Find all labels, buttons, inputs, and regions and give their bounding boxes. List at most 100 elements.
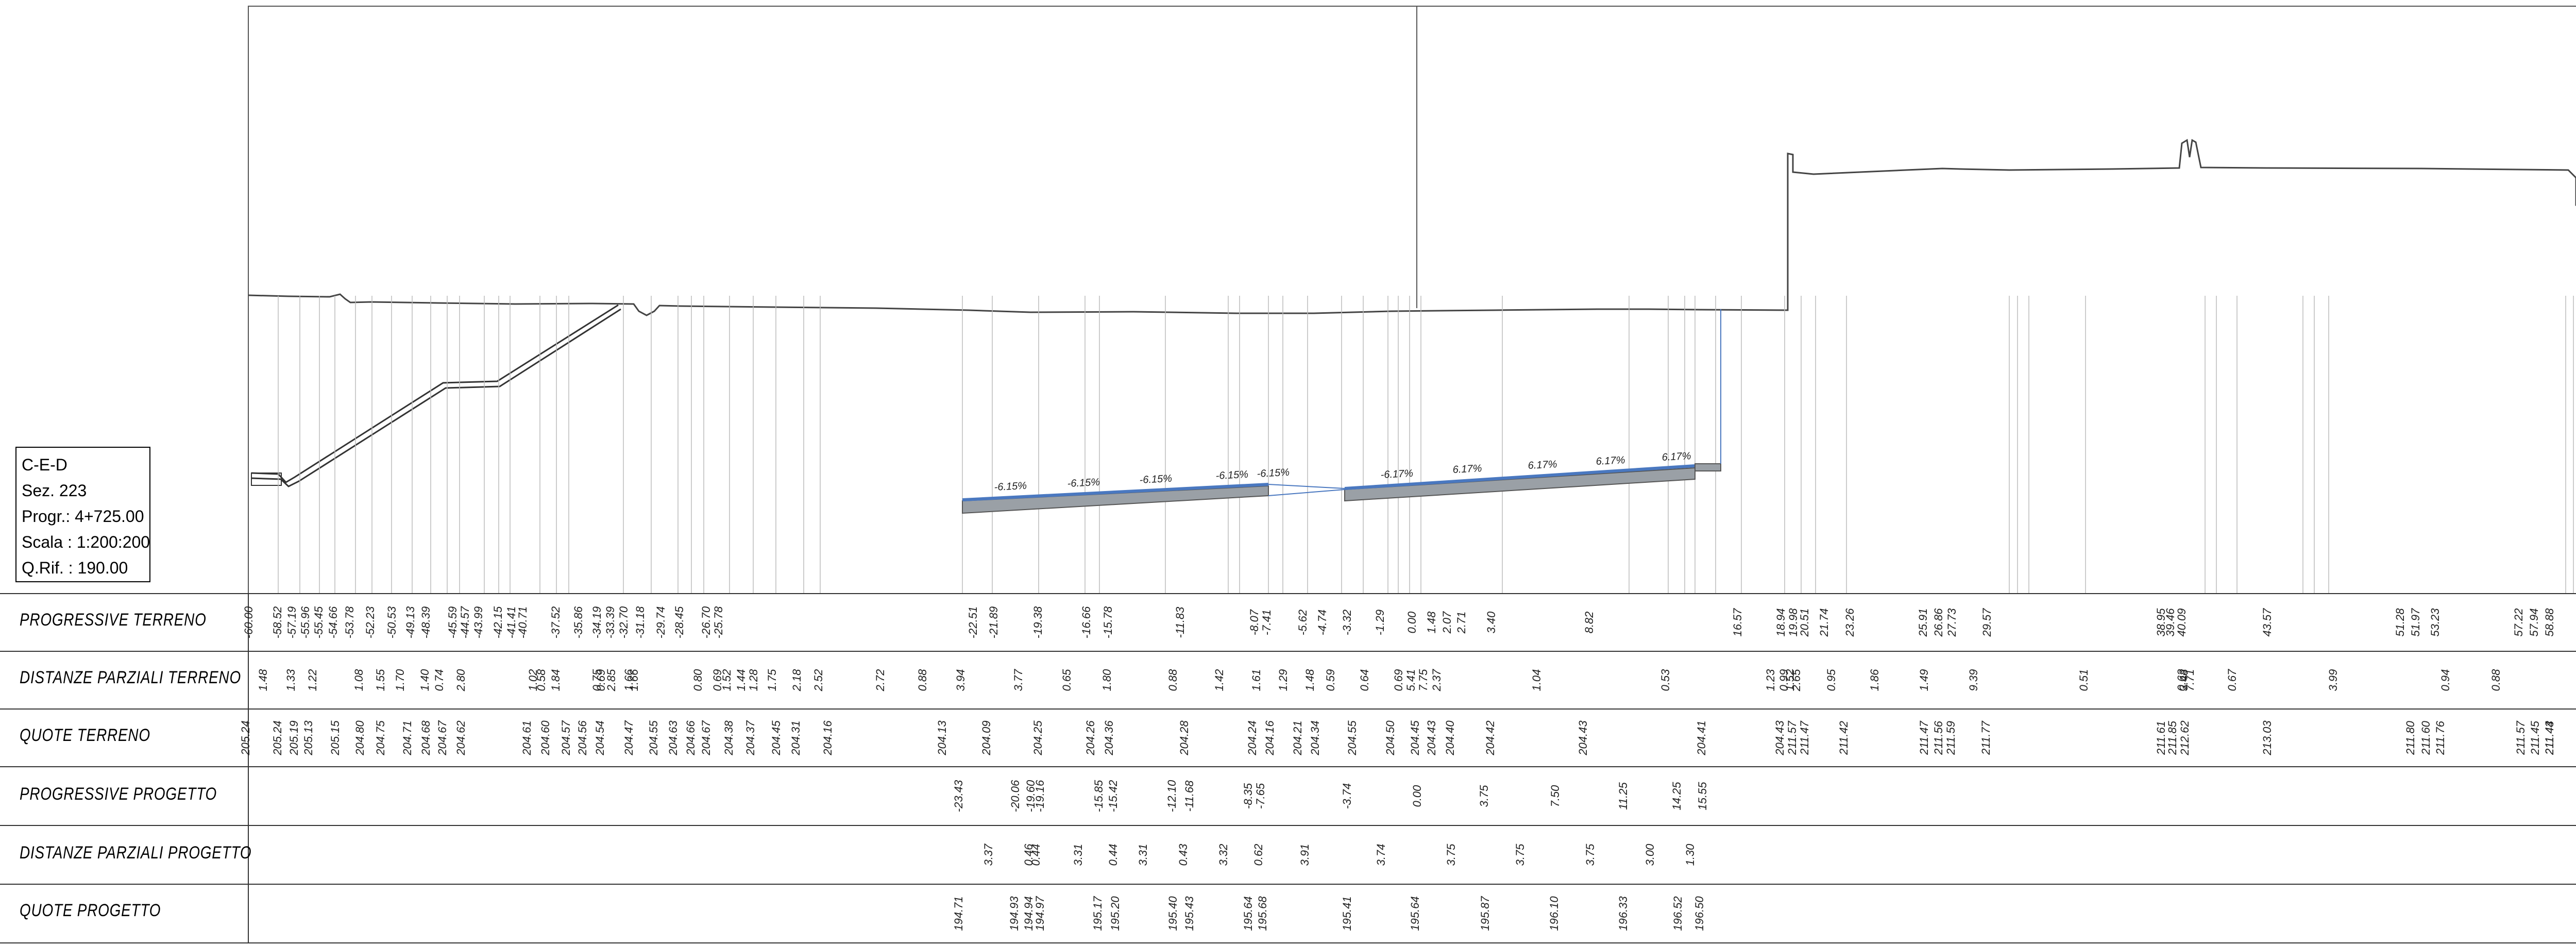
- quote-progetto-value: 195.40: [1166, 896, 1179, 931]
- quote-terreno-value: 204.16: [1263, 720, 1276, 756]
- quote-terreno-value: 204.80: [353, 720, 366, 756]
- progressive-progetto-value: 11.25: [1617, 782, 1630, 810]
- left-slope-line: [251, 304, 619, 483]
- distanze-terreno-value: 0.58: [535, 669, 548, 691]
- progressive-progetto-value: -19.16: [1033, 780, 1046, 812]
- slope-label: 6.17%: [1528, 459, 1557, 471]
- quote-terreno-value: 204.67: [436, 720, 449, 756]
- distanze-terreno-value: 3.94: [954, 669, 967, 691]
- left-structure: [251, 472, 282, 486]
- distanze-terreno-value: 2.18: [790, 669, 803, 692]
- quote-terreno-value: 204.61: [520, 720, 533, 755]
- distanze-terreno-value: 0.53: [1659, 669, 1672, 691]
- progressive-terreno-value: -58.52: [271, 606, 284, 638]
- distanze-terreno-value: 0.88: [916, 669, 929, 691]
- quote-terreno-value: 204.09: [980, 720, 993, 755]
- progressive-terreno-value: -52.23: [364, 606, 377, 638]
- progressive-progetto-value: -3.74: [1341, 783, 1353, 809]
- progressive-terreno-value: -5.62: [1296, 610, 1309, 635]
- quote-terreno-value: 204.43: [1425, 720, 1438, 756]
- quote-progetto-value: 196.50: [1693, 896, 1706, 931]
- distanze-terreno-value: 0.80: [691, 669, 704, 691]
- progressive-terreno-value: -45.59: [446, 606, 459, 638]
- pavement-left-surface: [962, 483, 1269, 501]
- progressive-terreno-value: 53.23: [2429, 608, 2442, 637]
- progressive-terreno-value: 27.73: [1945, 608, 1958, 637]
- progressive-progetto-value: -19.60: [1024, 780, 1037, 812]
- quote-terreno-value: 211.45: [2529, 720, 2541, 755]
- distanze-terreno-value: 1.52: [1784, 669, 1797, 691]
- distanze-terreno-value: 2.37: [1430, 669, 1443, 692]
- progressive-terreno-value: 16.57: [1731, 608, 1744, 637]
- progressive-terreno-value: -1.29: [1374, 610, 1386, 635]
- row-label-progressive-terreno: PROGRESSIVE TERRENO: [20, 610, 207, 630]
- progressive-terreno-value: -49.13: [404, 606, 417, 638]
- quote-progetto-value: 195.20: [1109, 896, 1122, 931]
- row-label-distanze-progetto: DISTANZE PARZIALI PROGETTO: [20, 843, 252, 863]
- distanze-terreno-value: 0.74: [433, 669, 446, 691]
- progressive-terreno-value: 20.51: [1798, 608, 1811, 637]
- quote-terreno-value: 211.80: [2404, 720, 2417, 755]
- row-label-distanze-terreno: DISTANZE PARZIALI TERRENO: [20, 668, 241, 687]
- quote-terreno-value: 211.77: [1979, 720, 1992, 755]
- progressive-terreno-value: -19.38: [1031, 606, 1044, 638]
- quote-terreno-value: 212.62: [2178, 720, 2191, 755]
- quote-terreno-value: 211.56: [1932, 720, 1945, 755]
- median-line-top: [1268, 484, 1345, 489]
- progressive-progetto-value: 7.50: [1549, 785, 1562, 807]
- progressive-terreno-value: -35.86: [572, 606, 585, 638]
- distanze-progetto-value: 0.46: [1022, 843, 1035, 866]
- progressive-terreno-value: -48.39: [419, 606, 432, 638]
- distanze-terreno-value: 0.63: [2175, 669, 2188, 691]
- distanze-progetto-value: 0.44: [1107, 844, 1120, 866]
- quote-terreno-value: 211.42: [1837, 721, 1850, 755]
- progressive-terreno-value: -55.96: [299, 606, 312, 638]
- progressive-terreno-value: -53.78: [343, 606, 356, 638]
- distanze-progetto-value: 0.62: [1252, 844, 1265, 866]
- median-line-bottom: [1268, 489, 1345, 496]
- distanze-progetto-value: 3.91: [1298, 844, 1311, 866]
- progressive-terreno-value: 23.26: [1843, 608, 1856, 637]
- quote-terreno-value: 204.43: [1773, 720, 1786, 756]
- distanze-terreno-value: 1.55: [374, 669, 387, 691]
- quote-terreno-value: 204.47: [622, 720, 635, 756]
- progressive-terreno-value: -60.00: [242, 606, 255, 638]
- distanze-terreno-value: 2.65: [1790, 669, 1803, 692]
- distanze-terreno-value: 1.66: [622, 669, 635, 691]
- section-reference-elevation: Q.Rif. : 190.00: [22, 559, 128, 577]
- quote-terreno-value: 204.37: [744, 720, 757, 756]
- quote-terreno-value: 211.47: [1798, 720, 1811, 755]
- distanze-progetto-value: 0.43: [1177, 843, 1190, 866]
- progressive-terreno-value: -50.53: [385, 606, 398, 638]
- distanze-progetto-value: 3.74: [1375, 844, 1387, 866]
- quote-terreno-value: 204.71: [401, 720, 414, 755]
- quote-progetto-value: 195.64: [1242, 896, 1255, 931]
- quote-terreno-value: 204.67: [700, 720, 713, 756]
- pavement-right-layer: [1344, 467, 1696, 502]
- progressive-progetto-value: -23.43: [952, 780, 965, 812]
- progressive-terreno-value: -25.78: [712, 606, 725, 638]
- quote-terreno-value: 204.31: [789, 720, 802, 755]
- distanze-terreno-value: 5.41: [1404, 669, 1417, 691]
- progressive-terreno-value: -8.07: [1248, 609, 1261, 635]
- quote-progetto-value: 195.64: [1409, 896, 1421, 931]
- quote-terreno-value: 204.24: [1246, 720, 1259, 755]
- distanze-terreno-value: 1.08: [352, 669, 365, 691]
- progressive-terreno-value: -16.66: [1080, 606, 1093, 638]
- distanze-progetto-value: 3.31: [1137, 844, 1149, 866]
- quote-terreno-value: 204.26: [1084, 720, 1097, 756]
- quote-progetto-value: 196.33: [1617, 896, 1630, 931]
- slope-label: -6.15%: [994, 480, 1027, 493]
- quote-terreno-value: 204.68: [419, 720, 432, 756]
- quote-terreno-value: 204.45: [1409, 720, 1421, 756]
- distanze-terreno-value: 0.65: [1060, 669, 1073, 691]
- quote-terreno-value: 204.36: [1103, 720, 1115, 756]
- quote-terreno-value: 204.45: [770, 720, 783, 756]
- quote-terreno-value: 204.34: [1309, 720, 1321, 755]
- progressive-terreno-value: -32.70: [617, 606, 630, 638]
- quote-terreno-value: 205.24: [239, 720, 252, 755]
- slope-label: -6.15%: [1139, 473, 1172, 486]
- progressive-terreno-value: -42.15: [492, 606, 504, 638]
- pavement-right-surface: [1344, 464, 1696, 490]
- progressive-terreno-value: -28.45: [673, 606, 686, 638]
